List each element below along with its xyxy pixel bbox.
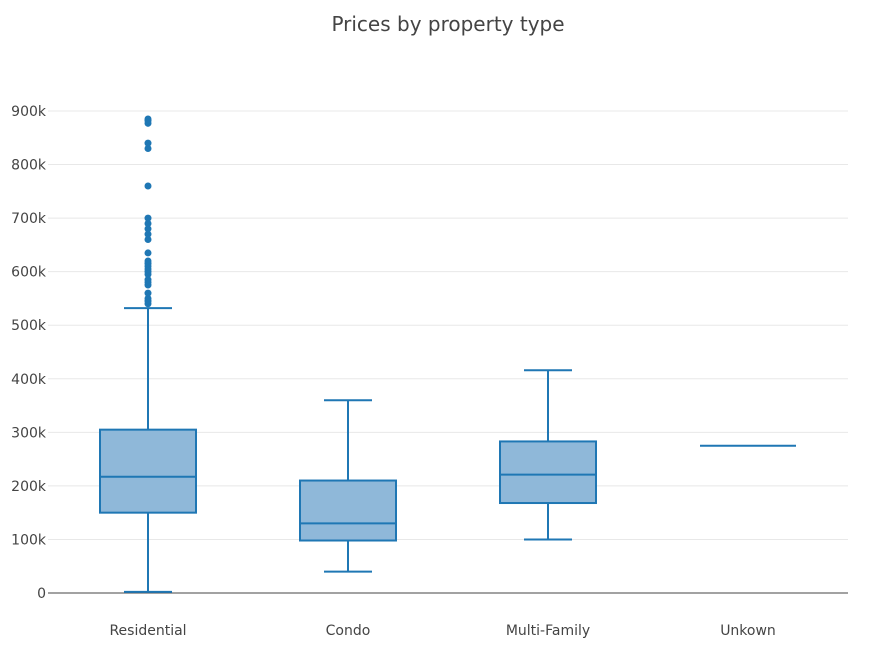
box-group bbox=[99, 115, 197, 593]
x-tick-label: Residential bbox=[109, 623, 186, 639]
x-tick-label: Unkown bbox=[720, 623, 776, 639]
outlier-point bbox=[144, 144, 152, 152]
outlier-point bbox=[144, 214, 152, 222]
outlier-point bbox=[144, 219, 152, 227]
y-tick-label: 500k bbox=[11, 318, 47, 334]
y-tick-label: 900k bbox=[11, 104, 47, 120]
chart-title: Prices by property type bbox=[331, 12, 564, 36]
box-group bbox=[499, 369, 597, 541]
y-tick-label: 200k bbox=[11, 479, 47, 495]
outlier-point bbox=[144, 236, 152, 244]
outlier-point bbox=[144, 139, 152, 147]
x-tick-label: Multi-Family bbox=[506, 623, 590, 639]
box-group bbox=[299, 399, 397, 573]
box-iqr bbox=[299, 479, 397, 542]
y-tick-label: 600k bbox=[11, 265, 47, 281]
outlier-point bbox=[144, 249, 152, 257]
outlier-point bbox=[144, 115, 152, 123]
outlier-point bbox=[144, 182, 152, 190]
y-tick-label: 400k bbox=[11, 372, 47, 388]
outlier-point bbox=[144, 225, 152, 233]
box-iqr bbox=[99, 428, 197, 514]
y-axis-tick-labels: 0 100k 200k 300k 400k 500k 600k 700k 800k 900k bbox=[11, 104, 47, 602]
x-tick-label: Condo bbox=[326, 623, 371, 639]
outlier-point bbox=[144, 230, 152, 238]
y-tick-label: 100k bbox=[11, 532, 47, 548]
outlier-point bbox=[144, 289, 152, 297]
outlier-point bbox=[144, 257, 152, 265]
grid-layer bbox=[48, 110, 848, 594]
y-tick-label: 300k bbox=[11, 425, 47, 441]
outlier-point bbox=[144, 294, 152, 302]
box-iqr bbox=[499, 440, 597, 505]
outlier-point bbox=[144, 276, 152, 284]
y-tick-label: 0 bbox=[37, 586, 46, 602]
y-tick-label: 700k bbox=[11, 211, 47, 227]
box-layer bbox=[99, 115, 796, 593]
y-tick-label: 800k bbox=[11, 158, 47, 174]
x-axis-tick-labels: Residential Condo Multi-Family Unkown bbox=[109, 623, 775, 639]
